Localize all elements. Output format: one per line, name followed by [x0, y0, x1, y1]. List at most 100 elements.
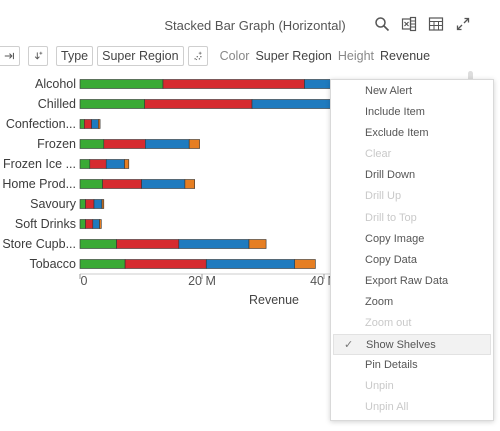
category-label: Soft Drinks	[15, 217, 76, 231]
menu-item-label: Exclude Item	[365, 127, 429, 140]
stacked-bar-chart[interactable]: Alcohol Chilled Confection... Frozen Frozen …	[0, 70, 470, 315]
color-value[interactable]: Super Region	[255, 49, 332, 63]
menu-item-zoom-out: Zoom out	[331, 313, 493, 334]
menu-item-include-item[interactable]: Include Item	[331, 102, 493, 123]
bar-segment[interactable]	[91, 119, 99, 129]
menu-item-label: Pin Details	[365, 359, 418, 372]
bar-segment[interactable]	[102, 179, 142, 189]
type-value: Super Region	[102, 49, 179, 63]
bar-segment[interactable]	[101, 199, 105, 209]
menu-item-exclude-item[interactable]: Exclude Item	[331, 123, 493, 144]
menu-item-label: Export Raw Data	[365, 274, 449, 287]
bar-segment[interactable]	[79, 219, 86, 229]
bar-segment[interactable]	[85, 199, 95, 209]
bar-segment[interactable]	[124, 259, 207, 269]
bar-segment[interactable]	[248, 239, 267, 249]
bar-segment[interactable]	[116, 239, 180, 249]
menu-item-drill-up: Drill Up	[331, 186, 493, 207]
bar-segment[interactable]	[206, 259, 296, 269]
menu-item-export-raw-data[interactable]: Export Raw Data	[331, 271, 493, 292]
bar-segment[interactable]	[162, 79, 305, 89]
category-label: Confection...	[6, 117, 76, 131]
category-label: Store Cupb...	[2, 237, 76, 251]
context-menu: New Alert Include Item Exclude Item Clear Dr…	[330, 79, 494, 421]
type-field[interactable]: Type	[56, 46, 94, 66]
menu-item-zoom[interactable]: Zoom	[331, 292, 493, 313]
bar-segment[interactable]	[84, 119, 92, 129]
bar-segment[interactable]	[79, 139, 105, 149]
bar-segment[interactable]	[124, 159, 130, 169]
category-label: Savoury	[30, 197, 77, 211]
arrow-right-sort-icon	[4, 52, 14, 60]
bar-segment[interactable]	[178, 239, 250, 249]
check-icon: ✓	[344, 339, 354, 352]
category-label: Chilled	[38, 97, 76, 111]
menu-item-show-shelves[interactable]: ✓ Show Shelves	[333, 334, 491, 356]
bar-segment[interactable]	[294, 259, 316, 269]
x-tick-label: 20 M	[188, 274, 216, 288]
bar-segment[interactable]	[93, 199, 103, 209]
category-label: Alcohol	[35, 77, 76, 91]
bar-segment[interactable]	[85, 219, 94, 229]
menu-item-label: Unpin All	[365, 401, 409, 414]
add-breakdown-button[interactable]	[187, 46, 208, 66]
menu-item-label: Clear	[365, 148, 392, 161]
scatter-add-icon	[193, 51, 202, 61]
chart-toolbar: Type Super Region Color Super Region Hei…	[0, 45, 430, 67]
bar-segment[interactable]	[99, 219, 102, 229]
menu-item-copy-data[interactable]: Copy Data	[331, 250, 493, 271]
bar-segment[interactable]	[79, 259, 126, 269]
menu-item-new-alert[interactable]: New Alert	[331, 81, 493, 102]
bar-segment[interactable]	[105, 159, 125, 169]
bar-segment[interactable]	[79, 159, 91, 169]
menu-item-label: New Alert	[365, 85, 413, 97]
bar-segment[interactable]	[184, 179, 195, 189]
chart-title-text: Stacked Bar Graph (Horizontal)	[164, 18, 346, 33]
bar-segment[interactable]	[188, 139, 200, 149]
menu-item-label: Drill to Top	[365, 211, 417, 224]
menu-item-label: Drill Down	[365, 169, 416, 182]
type-value-field[interactable]: Super Region	[97, 46, 184, 66]
bar-segment[interactable]	[92, 219, 100, 229]
color-label: Color	[219, 49, 250, 63]
bar-segment[interactable]	[144, 99, 253, 109]
bar-segment[interactable]	[79, 99, 145, 109]
menu-item-label: Zoom	[365, 295, 394, 308]
table-icon[interactable]	[427, 15, 445, 33]
bar-segment[interactable]	[141, 179, 186, 189]
bar-segment[interactable]	[79, 179, 103, 189]
menu-item-drill-down[interactable]: Drill Down	[331, 165, 493, 186]
category-label: Tobacco	[29, 257, 76, 271]
bar-segment[interactable]	[79, 119, 85, 129]
height-value[interactable]: Revenue	[380, 49, 431, 63]
expand-icon[interactable]	[454, 15, 472, 33]
sort-order-button[interactable]	[28, 46, 48, 66]
category-label: Frozen	[37, 137, 76, 151]
type-label: Type	[61, 49, 89, 63]
sort-down-icon	[34, 51, 43, 60]
bar-segment[interactable]	[79, 199, 86, 209]
bar-segment[interactable]	[145, 139, 190, 149]
menu-item-pin-details[interactable]: Pin Details	[331, 355, 493, 376]
menu-item-label: Zoom out	[365, 317, 412, 330]
menu-item-label: Drill Up	[365, 190, 402, 203]
menu-item-label: Copy Image	[365, 232, 425, 245]
menu-item-label: Include Item	[365, 106, 425, 119]
menu-item-label: Show Shelves	[366, 339, 436, 352]
bar-segment[interactable]	[89, 159, 107, 169]
bar-segment[interactable]	[103, 139, 146, 149]
sort-direction-button[interactable]	[0, 46, 20, 66]
x-axis-title: Revenue	[249, 293, 299, 307]
bar-segment[interactable]	[79, 79, 164, 89]
menu-item-unpin: Unpin	[331, 376, 493, 397]
search-icon[interactable]	[373, 15, 391, 33]
menu-item-clear: Clear	[331, 144, 493, 165]
x-tick-label: 0	[81, 274, 88, 288]
title-icon-bar	[373, 15, 472, 33]
excel-export-icon[interactable]	[400, 15, 418, 33]
menu-item-copy-image[interactable]: Copy Image	[331, 229, 493, 250]
category-label: Home Prod...	[2, 177, 76, 191]
category-label: Frozen Ice ...	[3, 157, 76, 171]
bar-segment[interactable]	[79, 239, 117, 249]
bar-segment[interactable]	[98, 119, 101, 129]
